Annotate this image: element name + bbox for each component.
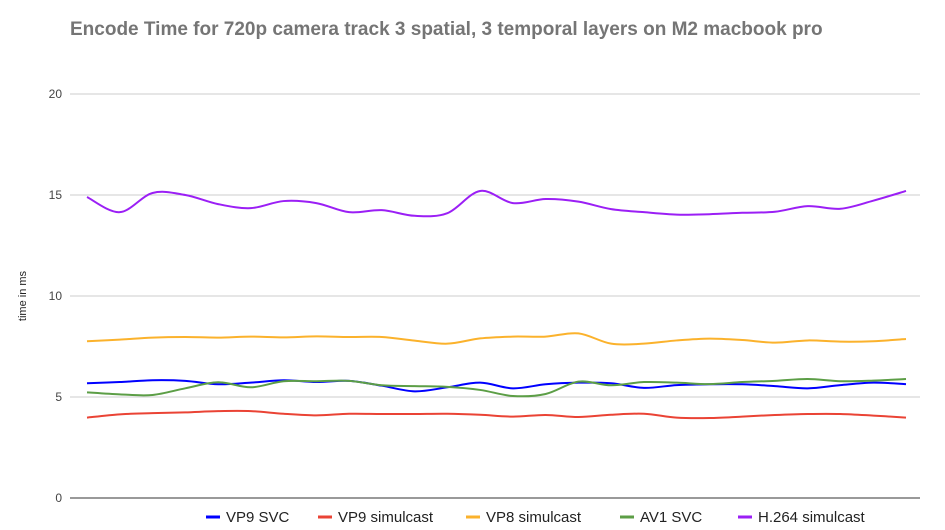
legend-label: AV1 SVC	[640, 509, 702, 526]
legend-item: H.264 simulcast	[738, 509, 866, 526]
legend-label: H.264 simulcast	[758, 509, 866, 526]
y-axis-label: time in ms	[17, 270, 29, 321]
legend-label: VP9 SVC	[226, 509, 290, 526]
legend-item: VP8 simulcast	[466, 509, 582, 526]
series-line-h-264-simulcast	[86, 189, 907, 218]
legend-item: VP9 SVC	[206, 509, 290, 526]
y-tick-label: 5	[55, 390, 62, 404]
series-line-av1-svc	[86, 378, 907, 398]
legend-item: VP9 simulcast	[318, 509, 434, 526]
chart-title: Encode Time for 720p camera track 3 spat…	[70, 19, 823, 40]
legend-item: AV1 SVC	[620, 509, 702, 526]
series-line-vp9-simulcast	[86, 409, 907, 420]
legend-label: VP8 simulcast	[486, 509, 582, 526]
y-tick-label: 15	[49, 188, 63, 202]
series-line-vp8-simulcast	[86, 332, 907, 346]
y-tick-label: 10	[49, 289, 63, 303]
legend-label: VP9 simulcast	[338, 509, 434, 526]
y-tick-label: 0	[55, 491, 62, 505]
y-tick-label: 20	[49, 87, 63, 101]
series-line-vp9-svc	[86, 379, 907, 393]
